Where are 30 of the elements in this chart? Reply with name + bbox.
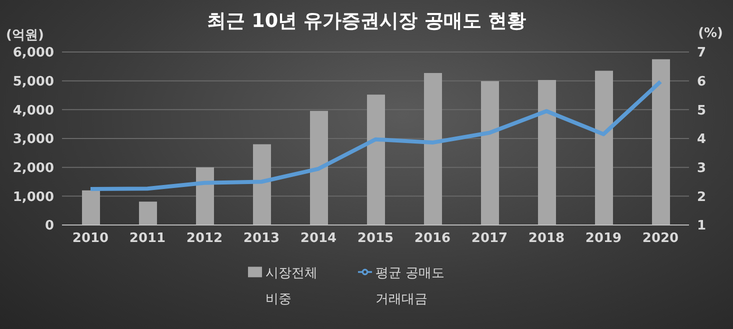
y-tick-label: 5,000 [12, 74, 54, 90]
y2-axis-title: (%) [698, 26, 723, 41]
legend-label: 시장전체 비중 [266, 265, 318, 309]
y2-tick-label: 7 [697, 46, 706, 61]
chart-title: 최근 10년 유가증권시장 공매도 현황 [207, 10, 526, 32]
y2-tick-label: 2 [697, 190, 706, 205]
legend-label: 평균 공매도 거래대금 [376, 265, 446, 309]
y-tick-label: 6,000 [12, 46, 54, 61]
y2-tick-label: 3 [697, 160, 706, 176]
y2-tick-label: 5 [697, 103, 706, 118]
x-tick-label: 2017 [471, 231, 508, 246]
y2-tick-label: 6 [697, 74, 706, 90]
y-axis-title: (억원) [6, 27, 44, 44]
x-tick-label: 2011 [129, 231, 166, 246]
x-tick-label: 2019 [585, 231, 622, 246]
y-tick-label: 2,000 [12, 160, 54, 176]
y-tick-label: 1,000 [12, 190, 54, 205]
x-tick-label: 2010 [72, 231, 109, 246]
x-tick-label: 2015 [357, 231, 394, 246]
x-tick-label: 2014 [300, 231, 337, 246]
y2-tick-label: 4 [697, 132, 706, 148]
x-tick-label: 2020 [642, 231, 679, 246]
y2-tick-label: 1 [697, 218, 706, 234]
y-tick-label: 4,000 [12, 103, 54, 118]
x-tick-label: 2012 [186, 231, 223, 246]
y-tick-label: 3,000 [12, 132, 54, 148]
x-tick-label: 2016 [414, 231, 451, 246]
x-tick-label: 2018 [528, 231, 565, 246]
y-tick-label: 0 [44, 218, 54, 234]
x-tick-label: 2013 [243, 231, 280, 246]
